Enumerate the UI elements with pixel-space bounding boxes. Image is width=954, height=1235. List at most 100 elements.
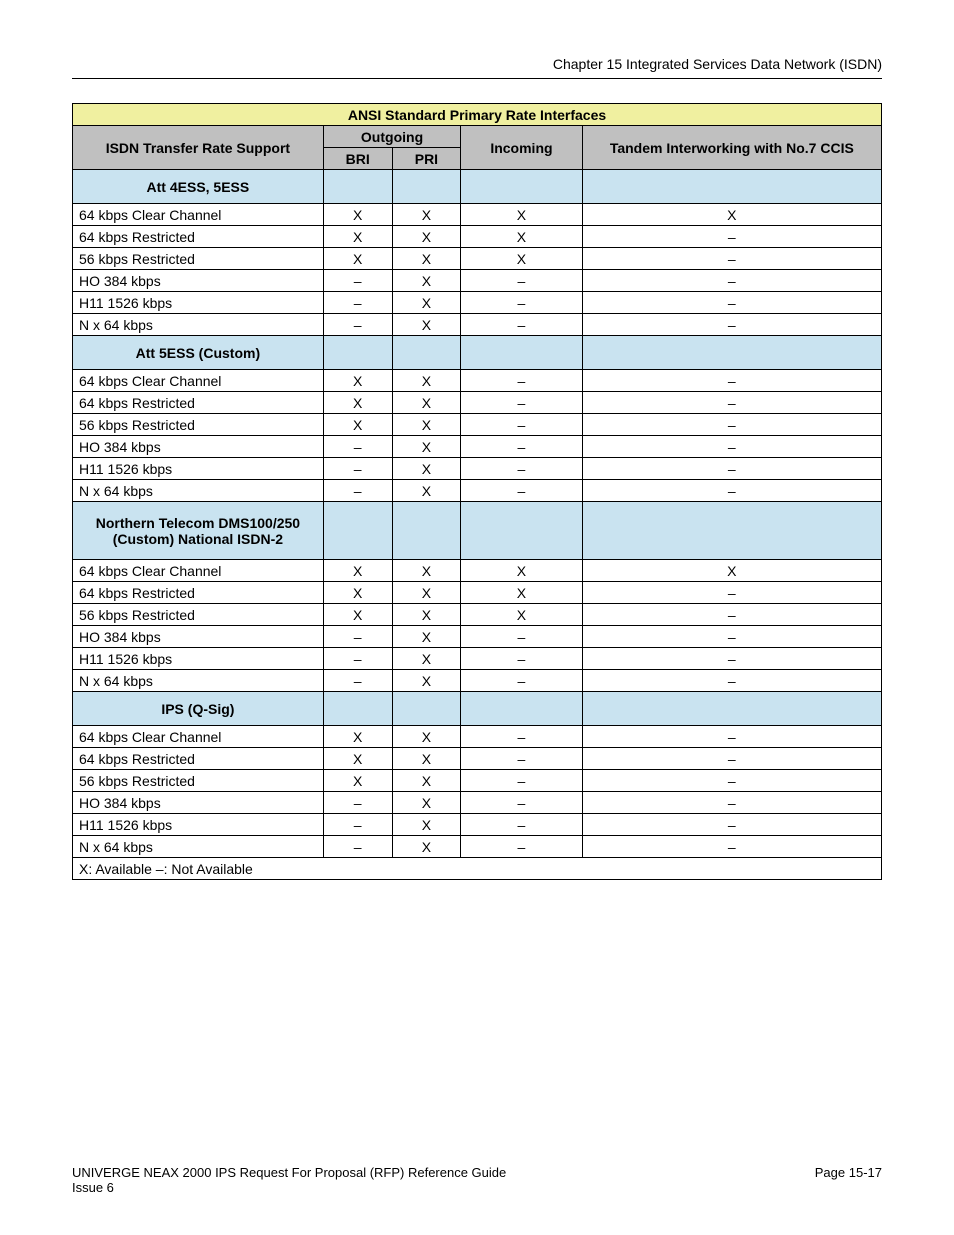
table-row: H11 1526 kbps–X––	[73, 648, 882, 670]
table-cell: –	[461, 480, 582, 502]
table-cell: Outgoing	[323, 126, 461, 148]
table-row: N x 64 kbps–X––	[73, 480, 882, 502]
table-row: 64 kbps Clear ChannelXXXX	[73, 204, 882, 226]
chapter-label: Chapter 15 Integrated Services Data Netw…	[553, 56, 882, 72]
table-cell: –	[582, 748, 881, 770]
table-row: N x 64 kbps–X––	[73, 836, 882, 858]
table-cell: –	[461, 792, 582, 814]
table-cell: IPS (Q-Sig)	[73, 692, 324, 726]
table-cell: –	[461, 436, 582, 458]
table-cell: X	[461, 248, 582, 270]
table-cell: –	[582, 226, 881, 248]
table-cell	[582, 502, 881, 560]
table-cell: –	[582, 392, 881, 414]
table-cell: X	[392, 392, 461, 414]
table-cell: –	[461, 748, 582, 770]
table-cell: –	[582, 726, 881, 748]
table-row: Att 4ESS, 5ESS	[73, 170, 882, 204]
table-cell: 56 kbps Restricted	[73, 248, 324, 270]
table-cell: –	[582, 480, 881, 502]
table-row: HO 384 kbps–X––	[73, 792, 882, 814]
table-row: IPS (Q-Sig)	[73, 692, 882, 726]
table-row: H11 1526 kbps–X––	[73, 458, 882, 480]
table-cell: –	[461, 314, 582, 336]
table-cell: 64 kbps Restricted	[73, 582, 324, 604]
table-cell: –	[582, 248, 881, 270]
table-cell: N x 64 kbps	[73, 670, 324, 692]
table-cell: 64 kbps Restricted	[73, 226, 324, 248]
table-cell	[461, 502, 582, 560]
table-cell: X	[323, 604, 392, 626]
table-cell: –	[323, 670, 392, 692]
table-cell: X	[323, 560, 392, 582]
table-cell: X	[323, 248, 392, 270]
table-cell: –	[461, 626, 582, 648]
table-cell: 64 kbps Restricted	[73, 748, 324, 770]
table-row: 64 kbps RestrictedXXX–	[73, 226, 882, 248]
table-cell: X	[392, 458, 461, 480]
table-cell	[392, 170, 461, 204]
table-cell	[323, 170, 392, 204]
footer-right: Page 15-17	[815, 1165, 882, 1195]
table-cell: X	[582, 204, 881, 226]
table-cell: –	[323, 814, 392, 836]
table-cell: 56 kbps Restricted	[73, 604, 324, 626]
table-row: 64 kbps Clear ChannelXXXX	[73, 560, 882, 582]
table-cell: H11 1526 kbps	[73, 814, 324, 836]
table-row: 56 kbps RestrictedXXX–	[73, 604, 882, 626]
table-cell: X: Available –: Not Available	[73, 858, 882, 880]
table-row: H11 1526 kbps–X––	[73, 292, 882, 314]
table-row: 64 kbps RestrictedXX––	[73, 392, 882, 414]
table-cell: X	[392, 836, 461, 858]
table-cell	[461, 692, 582, 726]
table-cell: Att 4ESS, 5ESS	[73, 170, 324, 204]
table-cell: –	[461, 648, 582, 670]
table-cell: –	[323, 292, 392, 314]
table-row: 56 kbps RestrictedXX––	[73, 414, 882, 436]
table-cell: X	[323, 204, 392, 226]
table-cell: X	[392, 604, 461, 626]
table-cell	[392, 502, 461, 560]
table-cell: –	[582, 436, 881, 458]
isdn-table: ANSI Standard Primary Rate InterfacesISD…	[72, 103, 882, 880]
table-cell: Northern Telecom DMS100/250 (Custom) Nat…	[73, 502, 324, 560]
table-cell: 64 kbps Clear Channel	[73, 726, 324, 748]
table-cell: H11 1526 kbps	[73, 648, 324, 670]
table-cell: X	[392, 414, 461, 436]
table-cell: X	[323, 414, 392, 436]
table-cell	[392, 692, 461, 726]
footer-brand2: NEAX	[140, 1165, 179, 1180]
table-cell: –	[461, 726, 582, 748]
table-cell: Incoming	[461, 126, 582, 170]
table-cell: –	[582, 270, 881, 292]
table-cell: X	[323, 370, 392, 392]
table-row: ISDN Transfer Rate SupportOutgoingIncomi…	[73, 126, 882, 148]
table-cell: H11 1526 kbps	[73, 458, 324, 480]
footer-title: 2000 IPS Request For Proposal (RFP) Refe…	[179, 1165, 506, 1180]
table-cell	[392, 336, 461, 370]
table-cell: 56 kbps Restricted	[73, 414, 324, 436]
table-cell: –	[582, 792, 881, 814]
table-row: HO 384 kbps–X––	[73, 270, 882, 292]
table-cell: X	[392, 436, 461, 458]
table-cell: –	[461, 292, 582, 314]
table-cell: 64 kbps Clear Channel	[73, 560, 324, 582]
table-cell: X	[392, 270, 461, 292]
table-cell	[582, 692, 881, 726]
table-cell: –	[323, 626, 392, 648]
table-cell: HO 384 kbps	[73, 792, 324, 814]
footer-left: UNIVERGE NEAX 2000 IPS Request For Propo…	[72, 1165, 506, 1195]
table-cell: X	[323, 582, 392, 604]
table-row: H11 1526 kbps–X––	[73, 814, 882, 836]
table-row: Att 5ESS (Custom)	[73, 336, 882, 370]
table-cell: –	[461, 836, 582, 858]
table-cell: X	[392, 648, 461, 670]
table-cell: X	[323, 392, 392, 414]
table-cell: HO 384 kbps	[73, 626, 324, 648]
table-cell: X	[392, 314, 461, 336]
table-cell: N x 64 kbps	[73, 836, 324, 858]
table-cell	[323, 502, 392, 560]
table-row: X: Available –: Not Available	[73, 858, 882, 880]
table-cell	[323, 692, 392, 726]
table-cell: –	[461, 770, 582, 792]
